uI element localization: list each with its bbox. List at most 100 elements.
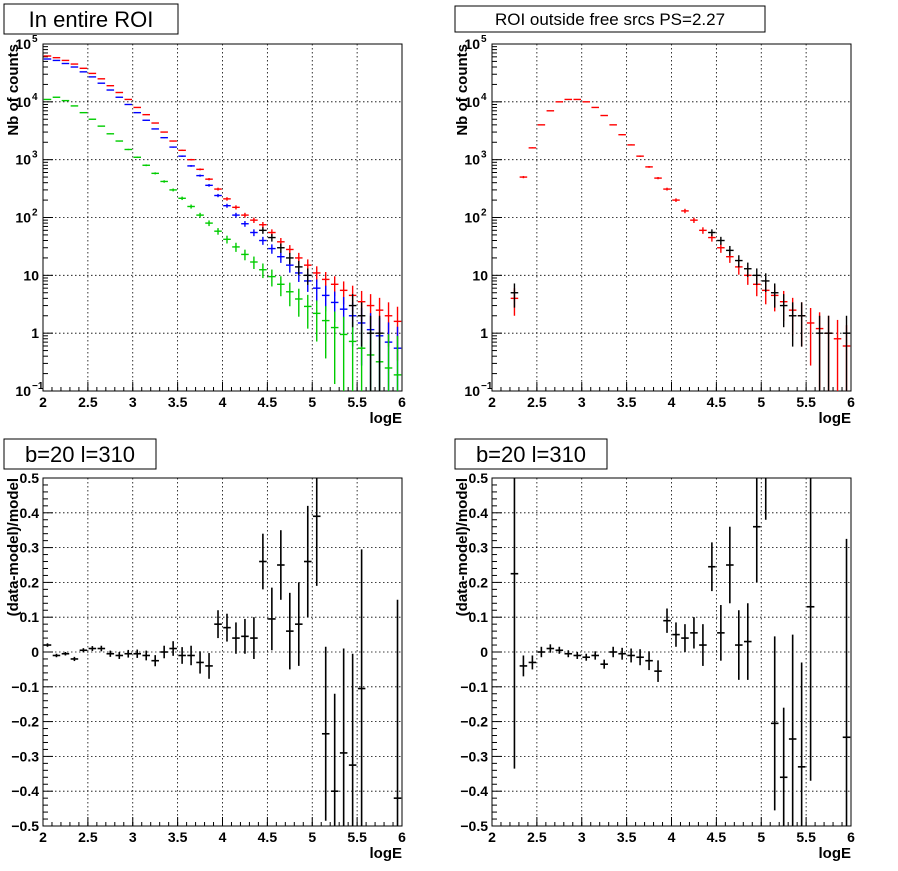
x-tick-label: 5.5 bbox=[796, 829, 816, 845]
data-point bbox=[277, 243, 285, 253]
data-point bbox=[196, 651, 204, 674]
data-point bbox=[169, 641, 177, 656]
data-point bbox=[537, 646, 546, 658]
data-point bbox=[241, 249, 249, 261]
x-tick-label: 4 bbox=[668, 829, 676, 845]
x-tick-label: 3.5 bbox=[617, 829, 637, 845]
x-tick-label: 5 bbox=[757, 829, 765, 845]
data-point bbox=[744, 603, 752, 680]
data-point bbox=[510, 478, 519, 769]
y-tick-label: 0 bbox=[31, 644, 39, 660]
data-point bbox=[223, 197, 231, 201]
data-point bbox=[348, 321, 357, 391]
data-point bbox=[268, 234, 276, 242]
data-point bbox=[295, 260, 303, 275]
y-tick-label: 0.1 bbox=[469, 609, 489, 625]
x-tick-label: 4 bbox=[219, 829, 227, 845]
data-point bbox=[636, 155, 644, 157]
data-point bbox=[52, 653, 61, 658]
data-point bbox=[232, 242, 240, 252]
data-point bbox=[627, 648, 635, 663]
data-point bbox=[330, 311, 339, 385]
data-point bbox=[312, 266, 321, 282]
y-tick-label: −0.5 bbox=[11, 818, 39, 834]
data-point bbox=[582, 101, 591, 103]
data-point bbox=[761, 273, 770, 292]
data-point bbox=[88, 646, 97, 651]
x-tick-label: 4 bbox=[668, 394, 676, 410]
data-point bbox=[43, 643, 52, 647]
data-point bbox=[330, 693, 339, 826]
data-point bbox=[133, 111, 142, 114]
data-point bbox=[268, 587, 276, 651]
data-point bbox=[726, 526, 734, 604]
data-point bbox=[250, 217, 258, 223]
y-tick-label: 10 bbox=[464, 94, 480, 110]
data-point bbox=[169, 188, 177, 192]
data-point bbox=[178, 647, 186, 664]
x-tick-label: 4.5 bbox=[258, 394, 278, 410]
x-tick-label: 6 bbox=[847, 829, 855, 845]
data-point bbox=[744, 262, 752, 277]
y-tick-label: 10 bbox=[464, 383, 480, 399]
data-point bbox=[151, 655, 159, 667]
panel-4: 2 2.5 3 3.5 4 4.5 5 5.5 6 −0.5 −0.4 −0.3 −0.2 −0.1 0 0.… bbox=[454, 438, 855, 862]
y-tick-label: −0.2 bbox=[11, 714, 39, 730]
y-tick-exponent: 3 bbox=[481, 150, 487, 161]
x-tick-label: 6 bbox=[398, 829, 406, 845]
data-point bbox=[133, 156, 142, 159]
data-point bbox=[70, 656, 79, 662]
data-point bbox=[115, 140, 124, 142]
data-point bbox=[214, 193, 222, 198]
data-point bbox=[618, 134, 626, 136]
chart-title: b=20 l=310 bbox=[476, 442, 586, 467]
data-point bbox=[627, 144, 635, 146]
y-tick-exponent: 2 bbox=[481, 208, 487, 219]
panel-3: 2 2.5 3 3.5 4 4.5 5 5.5 6 −0.5 −0.4 −0.3 −0.2 −0.1 0 0.… bbox=[3, 438, 406, 862]
y-tick-label: 10 bbox=[464, 36, 480, 52]
data-point bbox=[205, 653, 213, 679]
data-point bbox=[528, 655, 537, 670]
y-axis-label: Nb of counts bbox=[454, 44, 471, 136]
x-tick-label: 3 bbox=[129, 394, 137, 410]
data-point bbox=[187, 165, 195, 167]
x-tick-label: 6 bbox=[847, 394, 855, 410]
data-point bbox=[321, 306, 330, 359]
x-tick-label: 3.5 bbox=[168, 829, 188, 845]
data-point bbox=[357, 549, 366, 826]
y-tick-label: −0.2 bbox=[460, 714, 488, 730]
title-box bbox=[3, 438, 157, 470]
data-point bbox=[600, 659, 608, 669]
x-tick-label: 4.5 bbox=[258, 829, 278, 845]
data-point bbox=[582, 653, 591, 661]
data-point bbox=[151, 172, 159, 175]
data-point bbox=[672, 622, 680, 647]
data-point bbox=[528, 147, 537, 149]
data-point bbox=[250, 229, 258, 237]
data-point bbox=[214, 610, 222, 639]
data-point bbox=[196, 174, 204, 177]
data-point bbox=[124, 103, 133, 106]
y-tick-label: −0.4 bbox=[460, 783, 488, 799]
x-tick-label: 2 bbox=[488, 394, 496, 410]
data-point bbox=[348, 294, 357, 328]
x-tick-label: 2 bbox=[39, 829, 47, 845]
data-point bbox=[770, 636, 779, 811]
data-point bbox=[752, 478, 761, 583]
data-point bbox=[806, 478, 815, 781]
data-point bbox=[708, 542, 716, 592]
data-point bbox=[178, 155, 186, 157]
y-tick-label: −0.5 bbox=[460, 818, 488, 834]
y-tick-label: 10 bbox=[15, 36, 31, 52]
data-point bbox=[339, 648, 348, 826]
data-point bbox=[824, 315, 833, 391]
data-point bbox=[770, 283, 779, 308]
data-point bbox=[752, 268, 761, 285]
data-point bbox=[393, 335, 402, 391]
data-point bbox=[654, 176, 662, 180]
data-point bbox=[223, 203, 231, 208]
x-tick-label: 5 bbox=[757, 394, 765, 410]
data-point bbox=[214, 187, 222, 191]
x-tick-label: 2.5 bbox=[78, 394, 98, 410]
